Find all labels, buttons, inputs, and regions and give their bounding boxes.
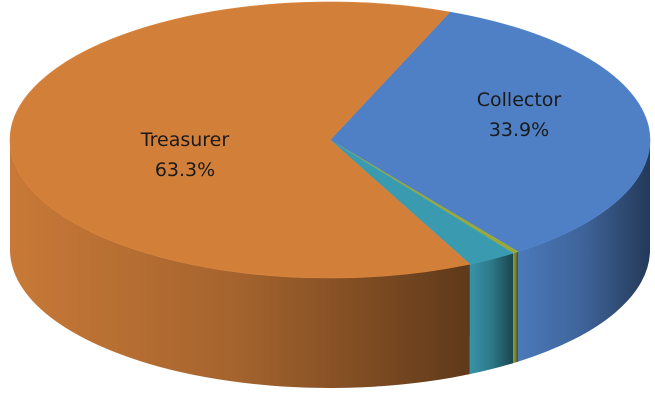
pie-tops [9,1,651,279]
label-treasurer-value: 63.3% [155,159,215,181]
pie-side-other-2 [469,253,513,375]
pie-side-other-1 [512,251,518,364]
pie-side-collector [517,140,650,362]
label-collector-value: 33.9% [489,119,549,141]
label-treasurer-name: Treasurer [140,129,230,151]
pie-labels: Collector 33.9% Treasurer 63.3% [140,89,562,181]
pie-slice-collector [329,11,651,253]
pie-side-treasurer [10,140,470,388]
label-collector-name: Collector [477,89,562,111]
pie-slice-treasurer [9,1,471,279]
